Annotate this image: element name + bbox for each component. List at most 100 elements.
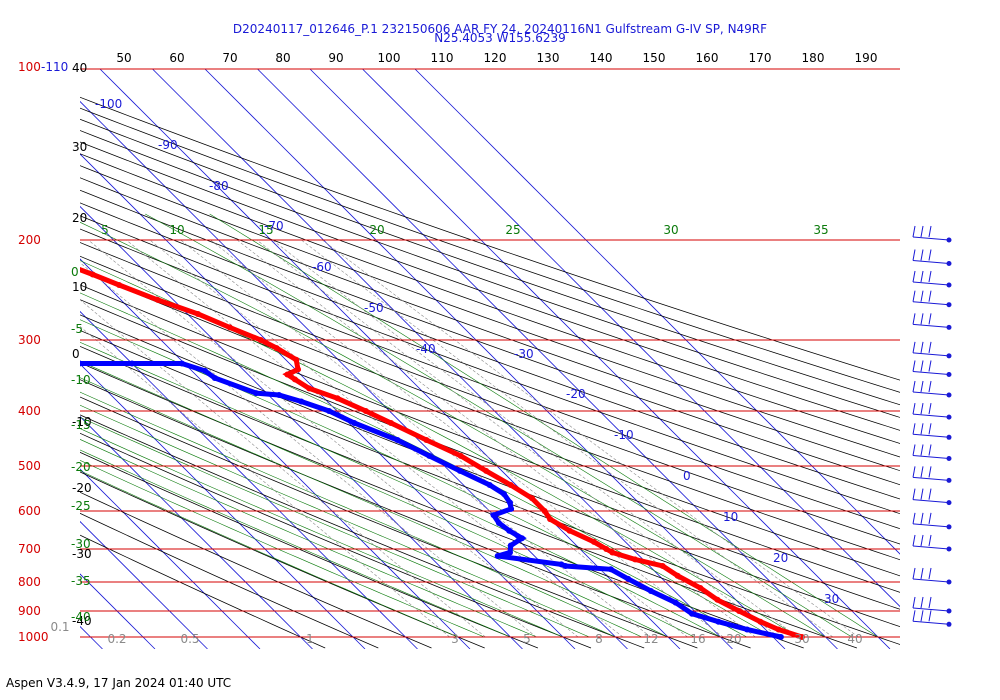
dry-adiabat-line bbox=[80, 202, 900, 500]
wind-barb-feather bbox=[912, 610, 916, 622]
dewpoint-point bbox=[426, 452, 433, 459]
wind-barb-shaft bbox=[912, 499, 950, 504]
temperature-point bbox=[334, 395, 341, 402]
dry-adiabat-line bbox=[80, 362, 804, 649]
wind-barb-feather bbox=[920, 225, 924, 238]
temperature-profile-line bbox=[80, 267, 803, 640]
isotherm-line bbox=[80, 310, 418, 649]
dry-adiabat-line bbox=[80, 270, 900, 577]
left-theta-label: 20 bbox=[72, 211, 87, 225]
dewpoint-point bbox=[24, 361, 30, 367]
moist-adiabat-line bbox=[80, 360, 695, 638]
wind-barb-feather bbox=[928, 596, 932, 609]
wind-barb-feather bbox=[928, 341, 932, 353]
temperature-point bbox=[195, 311, 201, 317]
isotherm-label: 20 bbox=[773, 551, 788, 565]
mixing-ratio-label: 8 bbox=[595, 632, 603, 646]
temperature-point bbox=[306, 385, 313, 392]
dewpoint-point bbox=[202, 367, 208, 374]
moist-adiabat-line bbox=[145, 213, 852, 638]
dry-adiabat-line bbox=[80, 242, 900, 545]
dry-adiabat-line bbox=[80, 534, 326, 649]
wind-barb-feather bbox=[920, 534, 924, 547]
dewpoint-point bbox=[507, 499, 513, 506]
theta-e-label: 35 bbox=[813, 223, 828, 237]
mixing-ratio-label: 1 bbox=[306, 632, 314, 646]
mixing-ratio-line bbox=[149, 239, 651, 638]
temperature-point bbox=[697, 585, 704, 591]
wind-barb-feather bbox=[920, 567, 924, 580]
dry-adiabat-line bbox=[80, 471, 485, 649]
wind-barb-feather bbox=[928, 360, 932, 372]
left-theta-label: -40 bbox=[72, 614, 92, 628]
isotherm-line bbox=[80, 468, 261, 649]
temperature-point bbox=[798, 634, 805, 640]
temperature-point bbox=[775, 626, 782, 633]
mixing-ratio-line bbox=[256, 239, 780, 638]
mixing-ratio-line bbox=[322, 239, 859, 638]
temperature-point bbox=[507, 482, 514, 488]
wind-barb bbox=[912, 444, 950, 459]
mixing-ratio-line bbox=[272, 239, 798, 638]
dewpoint-point bbox=[178, 360, 185, 367]
isotherm-label: -60 bbox=[312, 260, 332, 274]
wind-barb-feather bbox=[920, 610, 924, 622]
wind-barb-feather bbox=[928, 567, 932, 580]
dewpoint-point bbox=[490, 512, 497, 519]
isotherm-line bbox=[99, 69, 681, 649]
moist-adiabat-line bbox=[80, 292, 774, 638]
wind-barb-shaft bbox=[912, 371, 950, 375]
wind-barb bbox=[912, 403, 950, 418]
temperature-point bbox=[257, 337, 264, 343]
isotherm-line bbox=[309, 69, 891, 649]
dry-adiabat-line bbox=[80, 284, 900, 593]
moist-adiabat-label: -40 bbox=[71, 610, 91, 624]
mixing-ratio-label: 40 bbox=[847, 632, 862, 646]
mixing-ratio-label: 0.5 bbox=[180, 632, 199, 646]
theta-e-label: 10 bbox=[169, 223, 184, 237]
top-theta-label: 100 bbox=[378, 51, 401, 65]
temperature-point bbox=[388, 420, 394, 426]
isotherm-label: -90 bbox=[158, 138, 178, 152]
top-theta-label: 110 bbox=[431, 51, 454, 65]
wind-barb-feather bbox=[912, 341, 916, 353]
moist-adiabat-line bbox=[80, 341, 721, 638]
dewpoint-point bbox=[494, 553, 501, 559]
isotherm-line bbox=[204, 69, 786, 649]
temperature-point bbox=[457, 452, 464, 459]
left-theta-label: 30 bbox=[72, 140, 87, 154]
dewpoint-point bbox=[456, 467, 463, 474]
footer-version: Aspen V3.4.9, 17 Jan 2024 01:40 UTC bbox=[6, 676, 232, 690]
isotherm-label: -10 bbox=[614, 428, 634, 442]
top-theta-label: 50 bbox=[116, 51, 131, 65]
dry-adiabat-line bbox=[80, 414, 645, 649]
wind-barb-feather bbox=[928, 403, 932, 415]
theta-e-label: 15 bbox=[258, 223, 273, 237]
moist-adiabat-line bbox=[80, 221, 826, 638]
dewpoint-profile-line bbox=[80, 361, 782, 640]
temperature-point bbox=[483, 467, 490, 474]
temperature-point bbox=[116, 282, 123, 288]
dry-adiabat-line bbox=[80, 432, 592, 649]
isotherm-label: -20 bbox=[566, 387, 586, 401]
temperature-point bbox=[541, 508, 548, 514]
pressure-tick-label: 900 bbox=[18, 604, 41, 618]
wind-barb bbox=[912, 249, 950, 264]
wind-barb-feather bbox=[920, 512, 924, 524]
wind-barb-feather bbox=[912, 249, 916, 261]
dewpoint-point bbox=[495, 520, 502, 526]
pressure-tick-label: 1000 bbox=[18, 630, 49, 644]
wind-barb-shaft bbox=[912, 413, 950, 418]
wind-barb-shaft bbox=[912, 620, 950, 625]
dewpoint-point bbox=[394, 437, 401, 443]
dewpoint-point bbox=[744, 626, 751, 633]
wind-barb-feather bbox=[912, 534, 916, 547]
moist-adiabat-label: -30 bbox=[71, 537, 91, 551]
temperature-point bbox=[757, 618, 764, 625]
wind-barb-feather bbox=[912, 444, 916, 456]
temperature-point bbox=[33, 249, 39, 255]
wind-barb-feather bbox=[920, 423, 924, 435]
mixing-ratio-line bbox=[126, 239, 624, 638]
dry-adiabat-line bbox=[80, 189, 900, 486]
